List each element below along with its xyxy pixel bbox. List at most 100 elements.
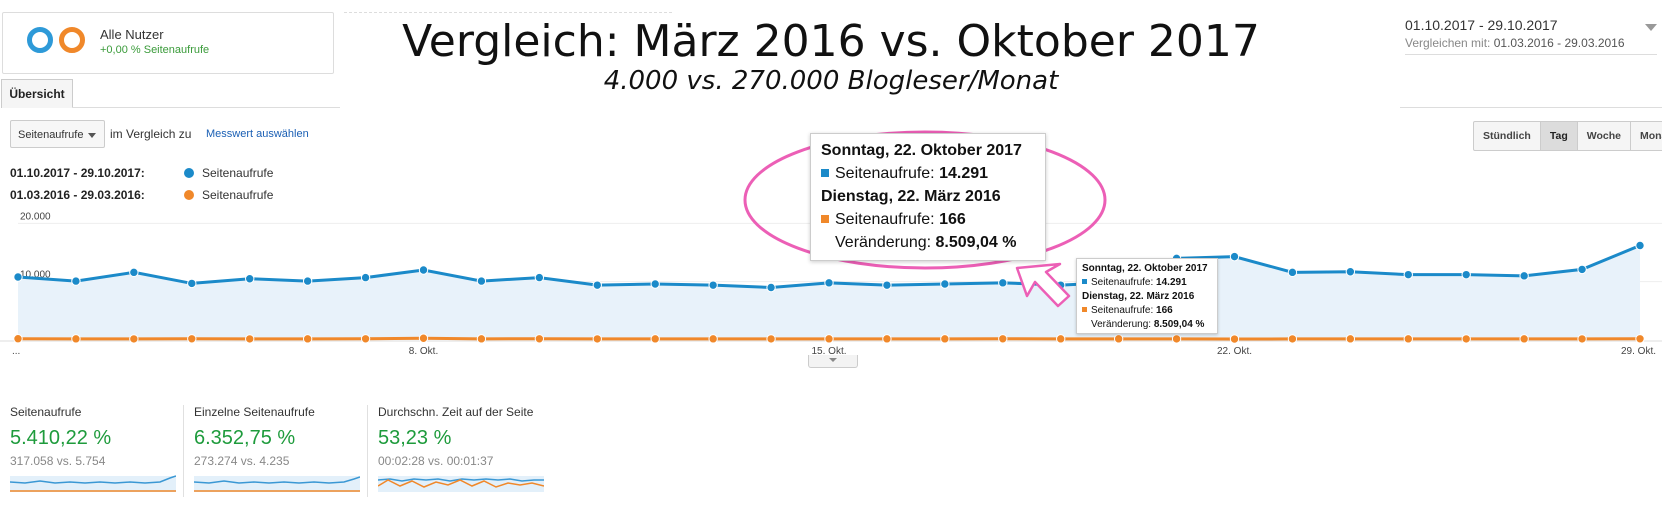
data-point — [1461, 269, 1471, 280]
data-point — [1345, 334, 1356, 344]
tab-overview[interactable]: Übersicht — [1, 79, 73, 108]
sparkline — [9, 475, 177, 492]
data-point — [245, 274, 255, 284]
data-point — [592, 334, 602, 344]
scorecard-title: Durchschn. Zeit auf der Seite — [378, 405, 534, 419]
legend-dot-orange-icon — [184, 190, 194, 200]
data-point — [418, 333, 429, 343]
data-point — [245, 334, 255, 344]
segment-ring-blue-icon — [27, 27, 53, 53]
data-point — [1229, 251, 1240, 262]
date-range-compare: Vergleichen mit: 01.03.2016 - 29.03.2016 — [1405, 36, 1625, 50]
metric-select[interactable]: Seitenaufrufe — [10, 120, 105, 148]
tooltip-row-current: Seitenaufrufe: 14.291 — [821, 165, 988, 183]
data-point — [1345, 267, 1356, 277]
scorecard-unique-pageviews[interactable]: Einzelne Seitenaufrufe 6.352,75 % 273.27… — [193, 405, 364, 500]
data-point — [129, 267, 139, 278]
data-point — [882, 280, 892, 290]
compare-prefix: Vergleichen mit: — [1405, 36, 1491, 50]
data-point — [1056, 334, 1066, 344]
scorecard-compare: 317.058 vs. 5.754 — [10, 454, 106, 468]
tooltip-metric-label: Seitenaufrufe: — [1091, 305, 1154, 316]
x-tick-label: ... — [12, 346, 20, 357]
data-point — [766, 334, 776, 344]
data-point — [1461, 334, 1471, 344]
chart-tooltip: Sonntag, 22. Oktober 2017 Seitenaufrufe:… — [1076, 258, 1218, 334]
legend-series-current: Seitenaufrufe — [202, 166, 274, 180]
tooltip-enlarged: Sonntag, 22. Oktober 2017 Seitenaufrufe:… — [810, 133, 1046, 261]
series-blue-square-icon — [1082, 279, 1087, 284]
data-point — [1229, 334, 1240, 344]
tooltip-date-previous: Dienstag, 22. März 2016 — [1082, 291, 1195, 302]
tooltip-change-row: Veränderung: 8.509,04 % — [1091, 319, 1204, 330]
tooltip-value-previous: 166 — [1156, 305, 1173, 316]
pick-metric-link[interactable]: Messwert auswählen — [206, 128, 309, 140]
date-range-picker[interactable]: 01.10.2017 - 29.10.2017 Vergleichen mit:… — [1405, 14, 1657, 55]
tooltip-row-current: Seitenaufrufe: 14.291 — [1082, 277, 1187, 288]
sparkline — [193, 476, 361, 492]
tooltip-metric-label: Seitenaufrufe: — [835, 165, 935, 182]
scorecard-divider — [183, 405, 184, 497]
data-point — [302, 276, 313, 286]
chevron-down-icon[interactable] — [1645, 24, 1657, 31]
chevron-down-icon — [829, 358, 837, 362]
scorecard-value: 53,23 % — [378, 427, 452, 449]
tooltip-change-value: 8.509,04 % — [1153, 319, 1205, 330]
data-point — [708, 334, 718, 344]
data-point — [940, 279, 950, 289]
data-point — [592, 280, 602, 290]
x-tick-label: 15. Okt. — [811, 346, 846, 357]
tooltip-value-current: 14.291 — [1156, 277, 1187, 288]
period-hourly-button[interactable]: Stündlich — [1474, 122, 1541, 150]
scorecard-value: 5.410,22 % — [10, 427, 112, 449]
sparkline — [377, 476, 545, 492]
data-point — [360, 334, 371, 344]
period-week-button[interactable]: Woche — [1578, 122, 1631, 150]
segment-name: Alle Nutzer — [100, 27, 164, 42]
tab-divider — [72, 107, 340, 108]
data-point — [708, 280, 718, 290]
scorecard-title: Einzelne Seitenaufrufe — [194, 405, 315, 419]
date-range-main: 01.10.2017 - 29.10.2017 — [1405, 17, 1558, 33]
x-tick-label: 8. Okt. — [409, 346, 438, 357]
tooltip-metric-label: Seitenaufrufe: — [835, 211, 935, 228]
period-month-button[interactable]: Monat — [1639, 130, 1662, 142]
data-point — [1403, 269, 1413, 280]
add-segment-placeholder[interactable] — [344, 12, 672, 71]
data-point — [1635, 240, 1645, 251]
chart-resize-handle[interactable] — [808, 355, 858, 368]
tooltip-row-previous: Seitenaufrufe: 166 — [1082, 305, 1173, 316]
data-point — [302, 334, 313, 344]
series-orange-square-icon — [821, 215, 829, 223]
data-point — [476, 276, 487, 286]
period-toggle-group: Stündlich Tag Woche Monat — [1473, 121, 1662, 151]
period-day-button[interactable]: Tag — [1540, 122, 1578, 150]
data-point — [998, 278, 1008, 288]
data-point — [71, 276, 81, 286]
x-tick-label: 29. Okt. — [1621, 346, 1656, 357]
tooltip-value-current: 14.291 — [939, 165, 989, 182]
data-point — [13, 334, 23, 344]
legend-series-previous: Seitenaufrufe — [202, 188, 274, 202]
data-point — [1519, 334, 1529, 344]
tooltip-row-previous: Seitenaufrufe: 166 — [821, 211, 966, 229]
tooltip-change-label: Veränderung: — [835, 234, 932, 251]
data-point — [1577, 334, 1587, 344]
scorecard-compare: 273.274 vs. 4.235 — [194, 454, 290, 468]
data-point — [1403, 334, 1413, 344]
tooltip-change-row: Veränderung: 8.509,04 % — [835, 234, 1016, 252]
tooltip-value-previous: 166 — [939, 211, 966, 228]
data-point — [766, 282, 776, 293]
scorecard-pageviews[interactable]: Seitenaufrufe 5.410,22 % 317.058 vs. 5.7… — [9, 405, 180, 500]
segment-ring-orange-icon — [59, 27, 85, 53]
scorecard-divider — [367, 405, 368, 497]
series-orange-square-icon — [1082, 307, 1087, 312]
data-point — [13, 272, 23, 282]
data-point — [940, 334, 950, 344]
metric-select-value: Seitenaufrufe — [18, 129, 84, 141]
segment-card[interactable]: Alle Nutzer +0,00 % Seitenaufrufe — [2, 12, 334, 74]
scorecard-avg-time[interactable]: Durchschn. Zeit auf der Seite 53,23 % 00… — [377, 405, 558, 500]
data-point — [1113, 334, 1124, 344]
legend-date-current: 01.10.2017 - 29.10.2017: — [10, 166, 145, 180]
data-point — [187, 278, 197, 289]
